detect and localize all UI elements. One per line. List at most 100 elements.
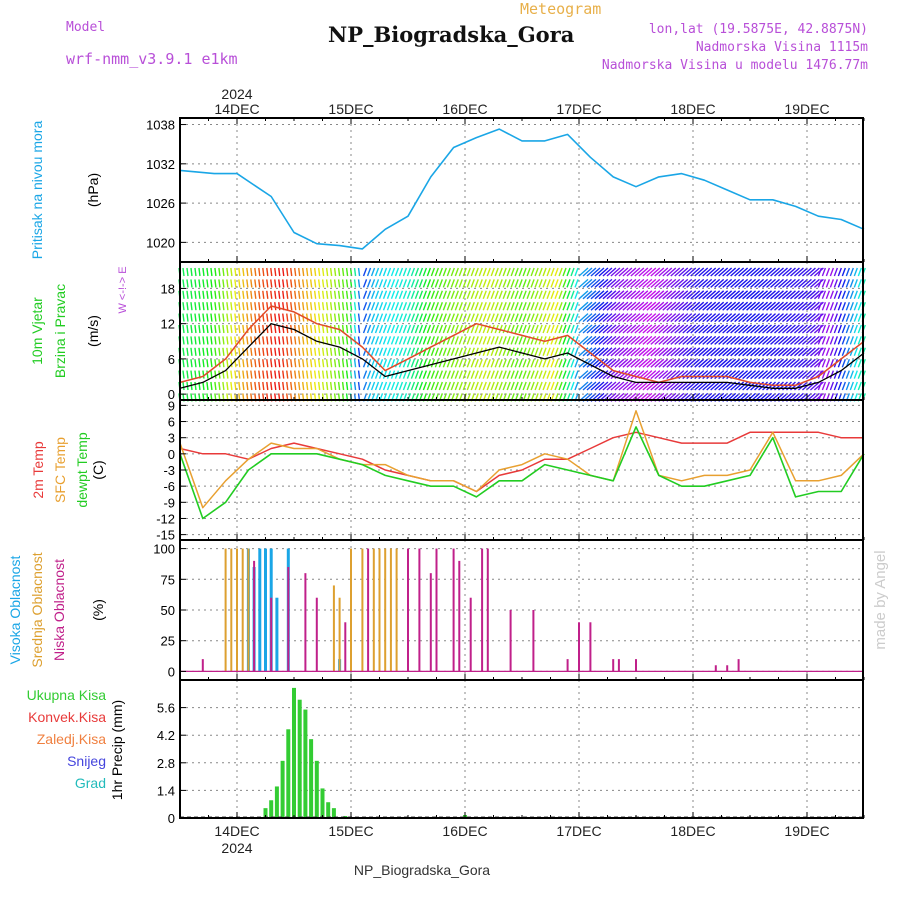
wind-barb xyxy=(574,358,579,368)
wind-barb xyxy=(198,336,201,345)
wind-barb xyxy=(458,267,463,277)
wind-barb xyxy=(658,335,669,345)
wind-barb xyxy=(742,347,753,357)
wind-barb xyxy=(602,313,613,323)
cloud-low-bar xyxy=(253,560,256,672)
wind-barb xyxy=(406,370,412,379)
wind-barb xyxy=(353,336,357,345)
wind-barb xyxy=(682,335,693,345)
wind-barb xyxy=(734,358,745,368)
wind-barb xyxy=(682,347,693,357)
wind-barb xyxy=(317,279,321,288)
wind-barb xyxy=(849,290,854,300)
wind-barb xyxy=(774,290,784,300)
wind-barb xyxy=(853,370,858,379)
y-tick-label: 2.8 xyxy=(157,756,175,771)
wind-barb xyxy=(214,324,217,334)
wind-barb xyxy=(530,301,535,311)
wind-barb xyxy=(218,324,221,334)
wind-barb xyxy=(758,313,769,323)
wind-barb xyxy=(382,267,388,277)
wind-barb xyxy=(430,279,436,288)
wind-barb xyxy=(682,324,693,334)
wind-barb xyxy=(394,279,400,288)
wind-barb xyxy=(602,324,613,334)
wind-barb xyxy=(797,278,808,288)
wind-barb xyxy=(694,347,705,357)
wind-barb xyxy=(778,267,788,277)
wind-barb xyxy=(610,278,621,288)
wind-barb xyxy=(398,301,404,311)
wind-barb xyxy=(366,290,372,300)
wind-barb xyxy=(406,347,412,357)
panel-frame xyxy=(179,117,864,263)
wind-barb xyxy=(398,313,404,322)
wind-barb xyxy=(353,347,357,356)
wind-barb xyxy=(422,336,428,345)
wind-barb xyxy=(278,370,281,379)
wind-barb xyxy=(274,324,277,334)
wind-barb xyxy=(374,301,380,311)
wind-barb xyxy=(710,370,721,380)
wind-barb xyxy=(434,267,440,277)
wind-barb xyxy=(662,381,673,391)
wind-barb xyxy=(298,336,301,345)
wind-barb xyxy=(530,267,535,277)
wind-barb xyxy=(198,267,201,277)
wind-barb xyxy=(482,267,487,277)
wind-barb xyxy=(558,358,563,368)
wind-barb xyxy=(238,381,241,391)
wind-barb xyxy=(738,324,749,334)
wind-barb xyxy=(786,290,796,300)
wind-barb xyxy=(202,267,205,277)
wind-barb xyxy=(766,370,776,380)
wind-barb xyxy=(430,290,436,300)
wind-barb xyxy=(857,336,862,345)
wind-barb xyxy=(406,279,412,288)
wind-barb xyxy=(686,335,697,345)
model-label: Model xyxy=(66,20,106,35)
wind-barb xyxy=(550,358,555,368)
wind-barb xyxy=(857,381,862,391)
wind-barb xyxy=(638,381,649,391)
wind-barb xyxy=(598,301,609,311)
wind-barb xyxy=(678,335,689,345)
wind-barb xyxy=(226,381,229,391)
y-tick-label: 18 xyxy=(161,281,175,296)
wind-barb xyxy=(222,336,225,345)
wind-barb xyxy=(690,278,701,288)
wind-barb xyxy=(570,370,575,379)
wind-barb xyxy=(578,324,589,334)
wind-barb xyxy=(594,358,605,368)
wind-barb xyxy=(690,313,701,323)
wind-barb xyxy=(182,302,185,311)
wind-barb xyxy=(801,278,812,288)
wind-barb xyxy=(766,381,776,391)
wind-barb xyxy=(450,313,455,322)
wind-barb xyxy=(714,347,725,357)
precip-bar xyxy=(269,800,274,818)
wind-barb xyxy=(430,313,436,322)
wind-barb xyxy=(550,267,555,277)
wind-barb xyxy=(853,336,858,345)
wind-barb xyxy=(394,324,400,334)
wind-barb xyxy=(718,358,729,368)
wind-barb xyxy=(710,347,721,357)
wind-barb xyxy=(821,301,827,311)
wind-barb xyxy=(382,279,388,288)
wind-barb xyxy=(494,313,499,322)
wind-barb xyxy=(666,347,677,357)
wind-barb xyxy=(266,359,269,368)
wind-barb xyxy=(730,267,741,277)
wind-barb xyxy=(750,324,761,334)
wind-barb xyxy=(825,370,831,379)
wind-barb xyxy=(690,324,701,334)
wind-barb xyxy=(254,370,257,379)
cloud-mid-bar xyxy=(395,548,398,672)
wind-barb xyxy=(754,278,765,288)
wind-barb xyxy=(333,290,337,299)
wind-barb xyxy=(430,267,436,277)
wind-barb xyxy=(534,381,539,391)
wind-barb xyxy=(530,313,535,322)
wind-barb xyxy=(845,324,850,334)
